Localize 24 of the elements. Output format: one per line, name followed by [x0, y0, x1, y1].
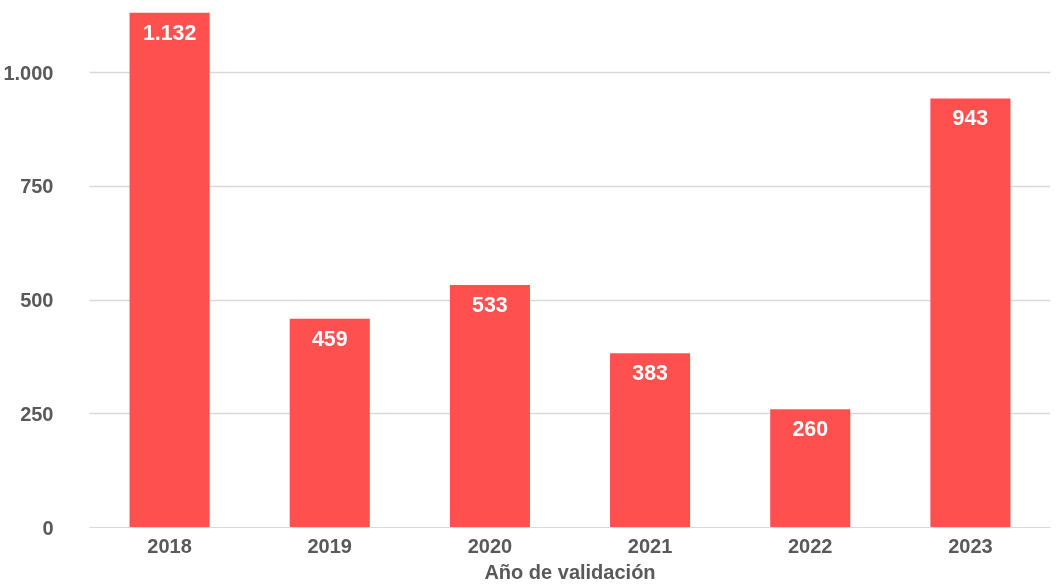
data-label: 1.132: [142, 20, 197, 45]
x-axis-title: Año de validación: [484, 560, 656, 583]
x-tick-label: 2020: [467, 534, 513, 557]
y-tick-label: 0: [42, 516, 54, 539]
x-tick-label: 2019: [307, 534, 352, 557]
y-tick-label: 250: [20, 402, 54, 425]
bar: [289, 318, 370, 528]
x-tick-label: 2021: [627, 534, 673, 557]
x-tick-label: 2023: [948, 534, 993, 557]
y-tick-label: 750: [20, 175, 54, 198]
bar: [770, 409, 851, 528]
bar: [449, 285, 530, 528]
data-label: 943: [952, 106, 989, 131]
data-label: 260: [792, 417, 829, 442]
bar: [129, 12, 210, 528]
y-tick-label: 1.000: [3, 61, 54, 84]
bar: [930, 98, 1011, 528]
bar: [610, 353, 691, 528]
x-tick-label: 2022: [788, 534, 833, 557]
data-label: 383: [632, 361, 669, 386]
y-tick-label: 500: [20, 289, 54, 312]
data-label: 533: [472, 293, 508, 318]
x-tick-label: 2018: [147, 534, 192, 557]
data-label: 459: [311, 326, 348, 351]
